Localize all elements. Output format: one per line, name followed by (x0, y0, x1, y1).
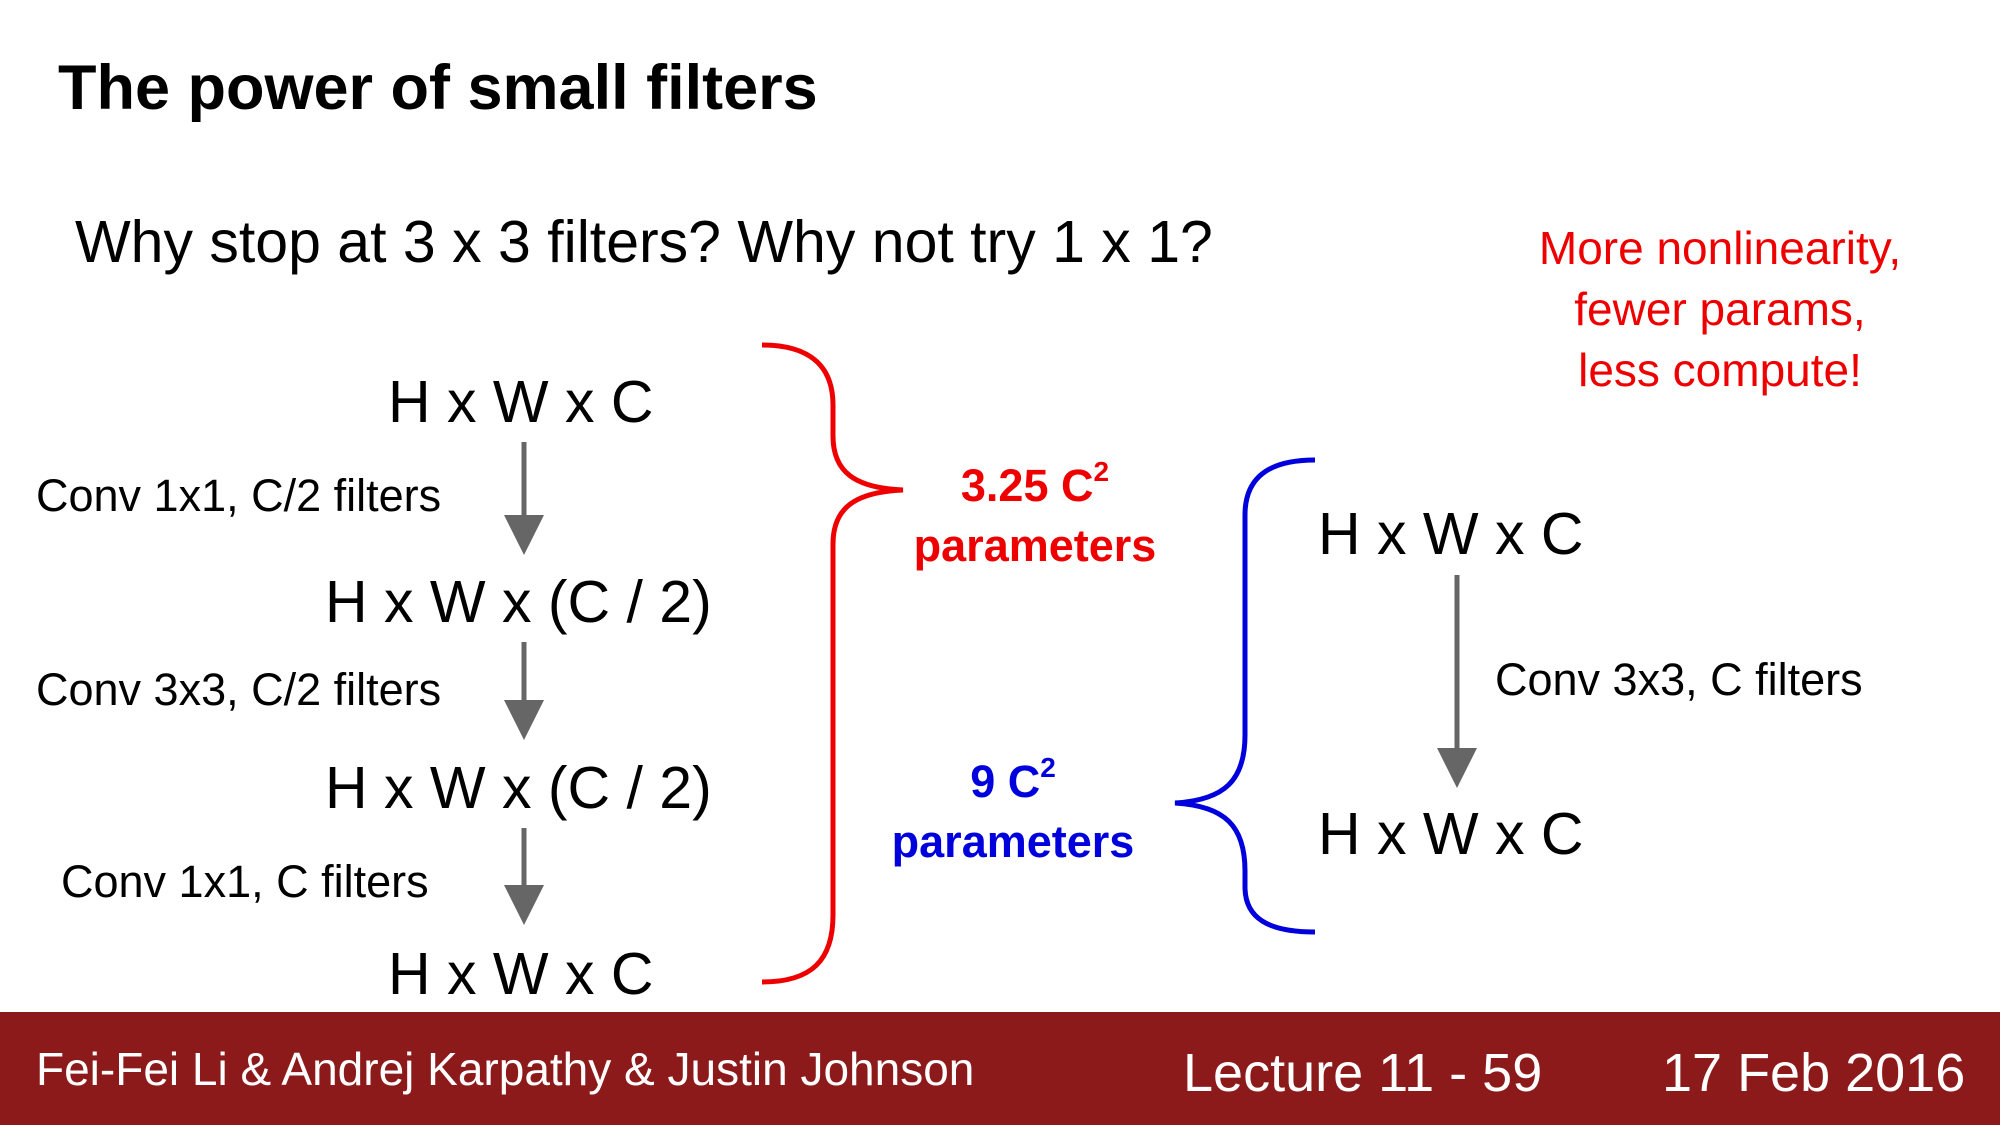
blue-params-word: parameters (891, 816, 1135, 867)
question-text: Why stop at 3 x 3 filters? Why not try 1… (75, 209, 1213, 275)
benefits-line-3: less compute! (1578, 344, 1862, 396)
red-brace (761, 342, 904, 985)
conv-label: Conv 1x1, C/2 filters (36, 470, 442, 521)
red-params-value: 3.25 C2 (960, 456, 1110, 511)
benefits-line-1: More nonlinearity, (1538, 222, 1902, 274)
footer-authors: Fei-Fei Li & Andrej Karpathy & Justin Jo… (36, 1043, 975, 1095)
conv-label: Conv 3x3, C filters (1495, 654, 1863, 705)
blue-params-value: 9 C2 (970, 752, 1056, 807)
layer-label: H x W x C (388, 369, 654, 435)
benefits-line-2: fewer params, (1574, 283, 1866, 335)
layer-label: H x W x C (1318, 801, 1584, 867)
red-params-word: parameters (913, 520, 1157, 571)
footer-bar: Fei-Fei Li & Andrej Karpathy & Justin Jo… (0, 1012, 2000, 1125)
blue-brace (1174, 457, 1316, 935)
layer-label: H x W x C (1318, 501, 1584, 567)
layer-label: H x W x (C / 2) (325, 755, 712, 821)
conv-label: Conv 3x3, C/2 filters (36, 664, 442, 715)
conv-label: Conv 1x1, C filters (61, 856, 429, 907)
slide-title: The power of small filters (58, 53, 818, 123)
layer-label: H x W x (C / 2) (325, 569, 712, 635)
footer-date: 17 Feb 2016 (1662, 1043, 1966, 1103)
red-params-label: 3.25 C2 parameters (890, 446, 1180, 576)
footer-lecture: Lecture 11 - 59 (1183, 1043, 1543, 1103)
layer-label: H x W x C (388, 941, 654, 1007)
blue-params-label: 9 C2 parameters (868, 742, 1158, 872)
benefits-note: More nonlinearity, fewer params, less co… (1480, 218, 1960, 401)
